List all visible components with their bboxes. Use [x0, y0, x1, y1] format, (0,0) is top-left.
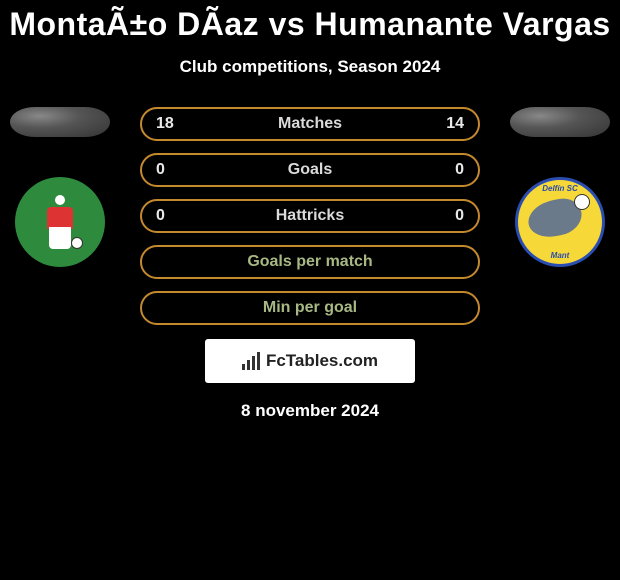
stat-label: Hattricks: [196, 207, 424, 225]
stat-right-value: 14: [424, 115, 464, 133]
main-row: 18Matches140Goals00Hattricks0Goals per m…: [0, 107, 620, 325]
comparison-card: MontaÃ±o DÃ­az vs Humanante Vargas Club …: [0, 0, 620, 450]
stats-column: 18Matches140Goals00Hattricks0Goals per m…: [120, 107, 500, 325]
right-side: Delfín SC Mant: [500, 107, 620, 267]
stat-row: Min per goal: [140, 291, 480, 325]
stat-label: Matches: [196, 115, 424, 133]
page-title: MontaÃ±o DÃ­az vs Humanante Vargas: [9, 6, 610, 43]
stat-left-value: 18: [156, 115, 196, 133]
stat-row: 0Hattricks0: [140, 199, 480, 233]
stat-left-value: 0: [156, 161, 196, 179]
left-side: [0, 107, 120, 267]
stat-row: Goals per match: [140, 245, 480, 279]
stat-row: 18Matches14: [140, 107, 480, 141]
stat-right-value: 0: [424, 161, 464, 179]
date-label: 8 november 2024: [241, 401, 379, 421]
right-badge-text-top: Delfín SC: [518, 184, 602, 193]
player-silhouette-icon: [41, 193, 79, 251]
bar-chart-icon: [242, 352, 260, 370]
right-flag-icon: [510, 107, 610, 137]
brand-text: FcTables.com: [266, 351, 378, 371]
left-flag-icon: [10, 107, 110, 137]
brand-box: FcTables.com: [205, 339, 415, 383]
soccer-ball-icon: [574, 194, 590, 210]
stat-label: Min per goal: [156, 299, 464, 317]
right-badge-text-bottom: Mant: [518, 251, 602, 260]
page-subtitle: Club competitions, Season 2024: [180, 57, 441, 77]
stat-label: Goals: [196, 161, 424, 179]
stat-row: 0Goals0: [140, 153, 480, 187]
stat-left-value: 0: [156, 207, 196, 225]
right-team-badge-icon: Delfín SC Mant: [515, 177, 605, 267]
stat-label: Goals per match: [156, 253, 464, 271]
stat-right-value: 0: [424, 207, 464, 225]
left-team-badge-icon: [15, 177, 105, 267]
